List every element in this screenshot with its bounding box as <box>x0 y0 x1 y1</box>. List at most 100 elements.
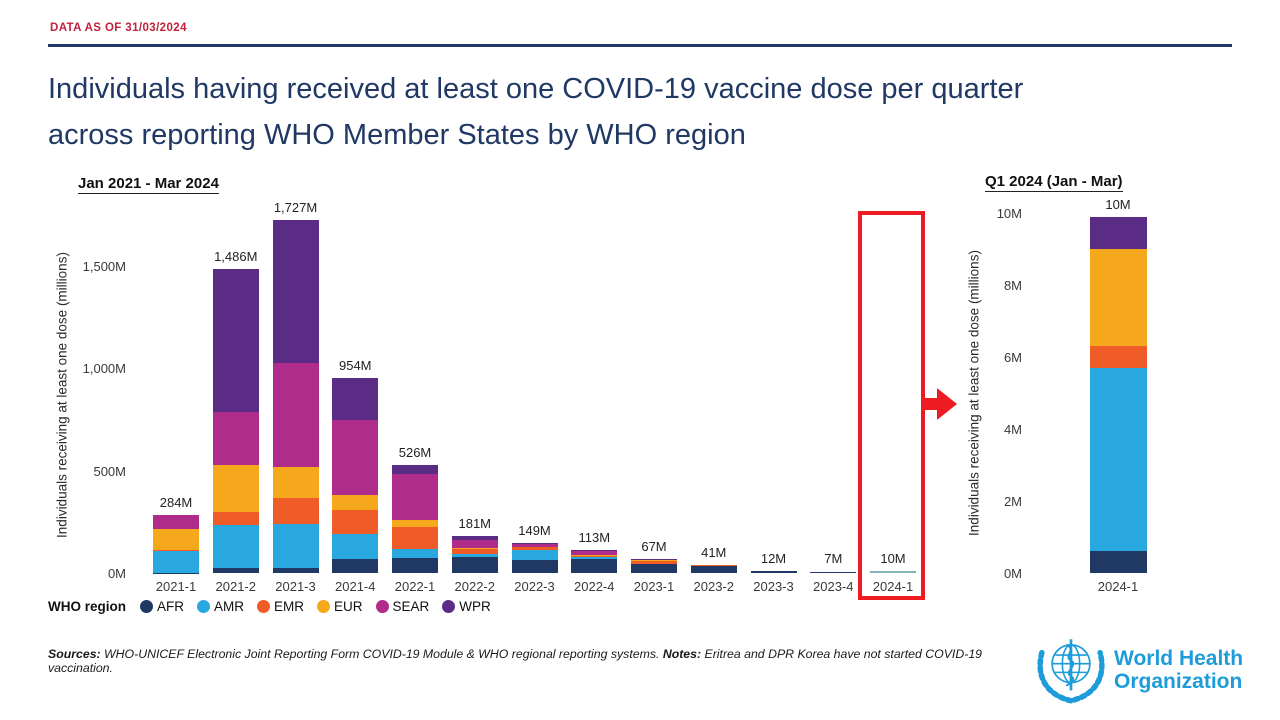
segment-EMR <box>571 556 618 558</box>
highlight-box-2024-1 <box>858 211 925 600</box>
x-tick-2022-3: 2022-3 <box>514 579 555 594</box>
main-chart: Jan 2021 - Mar 2024 Individuals receivin… <box>48 170 948 630</box>
legend-item-WPR: WPR <box>442 599 491 614</box>
segment-SEAR <box>153 515 199 530</box>
x-tick-2022-1: 2022-1 <box>394 579 436 594</box>
total-label-2023-3: 12M <box>760 550 787 566</box>
segment-AMR <box>511 550 558 560</box>
segment-WPR <box>1089 216 1147 250</box>
segment-EUR <box>511 546 558 548</box>
legend-label-AFR: AFR <box>157 599 184 614</box>
legend-swatch-EMR <box>257 600 270 613</box>
segment-WPR <box>392 465 438 474</box>
segment-EMR <box>212 511 259 525</box>
legend-label-EUR: EUR <box>334 599 363 614</box>
page-title-line1: Individuals having received at least one… <box>48 73 1024 105</box>
legend-title: WHO region <box>48 599 126 614</box>
total-label-2021-3: 1,727M <box>273 199 318 215</box>
bar-2023-3 <box>750 570 797 573</box>
arrow-right-icon <box>922 388 957 420</box>
header-divider <box>48 44 1232 47</box>
segment-SEAR <box>571 551 618 556</box>
bar-2022-1 <box>392 465 438 573</box>
segment-EMR <box>272 498 319 524</box>
legend-item-AMR: AMR <box>197 599 244 614</box>
y-tick-8M: 8M <box>1003 278 1022 293</box>
total-label-2023-2: 41M <box>701 544 727 560</box>
total-label-2023-4: 7M <box>824 551 843 567</box>
legend-label-SEAR: SEAR <box>392 599 430 614</box>
segment-SEAR <box>511 543 558 547</box>
bar-2022-2 <box>451 536 498 573</box>
bar-2022-4 <box>571 549 618 573</box>
total-label-2023-1: 67M <box>641 539 667 555</box>
total-label-2022-2: 181M <box>458 515 492 531</box>
x-tick-2021-1: 2021-1 <box>155 579 197 594</box>
segment-SEAR <box>392 473 438 521</box>
segment-AMR <box>212 524 259 568</box>
segment-AFR <box>511 559 558 573</box>
segment-WPR <box>571 549 618 552</box>
segment-EMR <box>1089 346 1147 368</box>
segment-EUR <box>571 555 618 557</box>
main-chart-ylabel: Individuals receiving at least one dose … <box>54 252 70 538</box>
segment-EUR <box>153 529 199 550</box>
total-label-2022-3: 149M <box>518 522 551 538</box>
legend-items: AFR AMR EMR EUR SEAR WPR <box>140 599 504 614</box>
segment-AFR <box>690 566 737 573</box>
legend-swatch-EUR <box>317 600 330 613</box>
total-label-2022-4: 113M <box>578 529 611 545</box>
bar-2021-3 <box>272 219 319 573</box>
legend-label-EMR: EMR <box>274 599 304 614</box>
bar-2021-4 <box>332 377 379 573</box>
segment-SEAR <box>212 412 259 465</box>
sources-text: WHO-UNICEF Electronic Joint Reporting Fo… <box>100 647 663 661</box>
x-tick-2022-4: 2022-4 <box>574 579 615 594</box>
page-title-line2: across reporting WHO Member States by WH… <box>48 119 746 151</box>
y-tick-10M: 10M <box>996 206 1022 221</box>
notes-text: Eritrea and DPR Korea have not started C… <box>48 647 982 675</box>
bar-2022-3 <box>511 542 558 573</box>
sources-label: Sources: <box>48 647 101 661</box>
y-tick-1,000M: 1,000M <box>82 361 126 377</box>
x-tick-2023-1: 2023-1 <box>633 579 675 594</box>
segment-SEAR <box>272 362 319 467</box>
segment-AFR <box>212 567 259 573</box>
x-tick-2023-3: 2023-3 <box>753 579 794 594</box>
who-wordmark-line2: Organization <box>1114 670 1243 693</box>
segment-EMR <box>690 564 737 567</box>
segment-EUR <box>212 464 259 512</box>
notes-label: Notes: <box>662 647 702 661</box>
segment-WPR <box>212 268 259 413</box>
y-tick-0M: 0M <box>107 566 126 581</box>
who-emblem-icon <box>1037 639 1105 704</box>
legend-swatch-AMR <box>197 600 210 613</box>
data-as-of-label: DATA AS OF 31/03/2024 <box>50 22 187 34</box>
who-wordmark: World Health Organization <box>1114 647 1243 693</box>
segment-EUR <box>1089 249 1147 347</box>
x-tick-2021-4: 2021-4 <box>335 579 376 594</box>
bar-2023-2 <box>690 564 737 573</box>
footer-note: Sources: WHO-UNICEF Electronic Joint Rep… <box>48 647 1038 675</box>
legend: WHO region AFR AMR EMR EUR SEAR WPR <box>48 599 504 614</box>
x-tick-2021-3: 2021-3 <box>275 579 316 594</box>
segment-AFR <box>1089 551 1147 573</box>
q1-chart-title: Q1 2024 (Jan - Mar) <box>985 173 1123 192</box>
segment-WPR <box>332 377 379 421</box>
total-label-2021-4: 954M <box>338 357 372 373</box>
bar-2024-1 <box>1089 216 1147 573</box>
segment-AMR <box>272 523 319 568</box>
x-tick-2024-1: 2024-1 <box>1097 579 1139 594</box>
segment-EMR <box>332 510 379 534</box>
legend-swatch-AFR <box>140 600 153 613</box>
segment-WPR <box>631 559 677 560</box>
segment-AMR <box>571 557 618 559</box>
bar-2021-2 <box>212 268 259 573</box>
segment-EUR <box>272 466 319 499</box>
y-tick-6M: 6M <box>1003 350 1022 365</box>
y-tick-4M: 4M <box>1003 422 1022 437</box>
segment-AFR <box>810 571 857 573</box>
segment-AMR <box>332 533 379 560</box>
total-label-2021-1: 284M <box>159 494 193 510</box>
